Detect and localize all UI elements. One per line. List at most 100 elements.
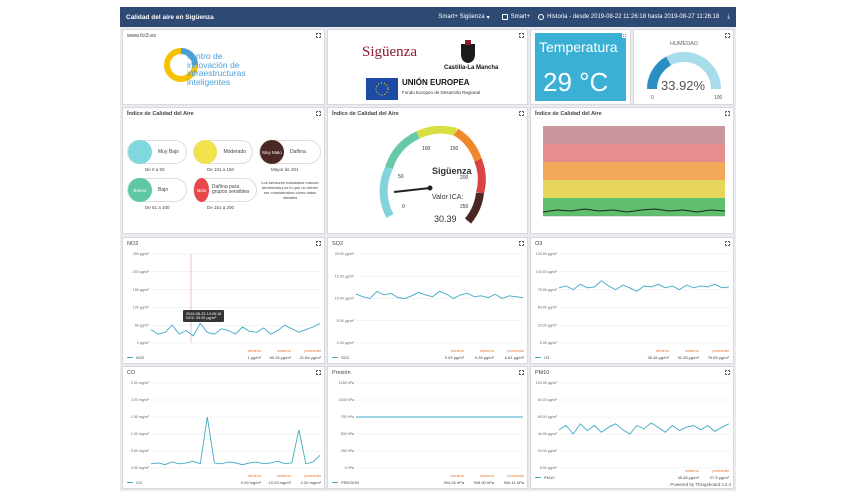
logo-line: inteligentes <box>187 76 231 87</box>
stat-header: mínimo <box>450 348 464 353</box>
chevron-down-icon: ▾ <box>486 14 490 21</box>
gauge-hub <box>427 185 433 191</box>
aqi-item-muy-malo: Muy Malo Dañina <box>259 140 321 164</box>
stat-max: 908.90 hPa <box>473 480 494 485</box>
y-tick-label: 1250 hPa <box>339 381 354 385</box>
history-range[interactable]: Historia - desde 2019-08-22 11:26:18 has… <box>538 14 719 20</box>
gauge-needle <box>393 187 431 193</box>
logo-line: innovación de <box>187 59 240 70</box>
aqi-gauge: 100 150 50 200 250 0 <box>379 125 486 224</box>
aqi-dot <box>194 140 218 164</box>
expand-icon[interactable] <box>316 370 321 375</box>
series-name: NO2 <box>136 355 145 360</box>
device-selector[interactable]: Smart+ Sigüenza ▾ <box>438 14 489 21</box>
y-tick-label: 10.00 µg/m³ <box>335 297 355 301</box>
y-tick-label: 0 µg/m³ <box>137 341 150 345</box>
sponsors-panel: Sigüenza Castilla-La Mancha UNIÓN EUROPE… <box>327 29 528 105</box>
ci3-logo-icon <box>164 48 198 82</box>
y-tick-label: 0.50 mg/m³ <box>131 449 150 453</box>
pm10-chart: 100.00 µg/m³ 80.00 µg/m³ 60.00 µg/m³ 40.00 … <box>536 381 730 470</box>
co-chart: 2.50 mg/m³ 2.00 mg/m³ 1.50 mg/m³ 1.00 mg/m³… <box>131 381 321 470</box>
y-tick-label: 1.00 mg/m³ <box>131 432 150 436</box>
no2-chart-panel: NO2 250 µg/m³ 200 µg/m³ 150 µg/m³ 100 µg/m³… <box>122 237 325 364</box>
so2-chart-panel: SO2 20.00 µg/m³ 15.00 µg/m³ 10.00 µg/m³ 5.0… <box>327 237 528 364</box>
o3-chart-panel: O3 125.00 µg/m³ 100.00 µg/m³ 75.00 µg/m³ 50… <box>530 237 734 364</box>
series-line <box>558 422 730 435</box>
aqi-label: Moderado <box>223 149 246 155</box>
aqi-item-bajo: Bueno Bajo <box>127 178 187 202</box>
aqi-item-moderado: Moderado <box>193 140 253 164</box>
series-line <box>355 290 524 300</box>
aqi-item-muy-bajo: Muy Bajo <box>127 140 187 164</box>
tooltip-date: 2019-08-23 14:26:18 <box>186 312 222 316</box>
aqi-label: Bajo <box>158 187 169 193</box>
so2-chart: 20.00 µg/m³ 15.00 µg/m³ 10.00 µg/m³ 5.00 µg… <box>335 252 524 345</box>
logo-line: centro de <box>187 51 223 61</box>
y-tick-label: 250 µg/m³ <box>133 252 150 256</box>
aqi-dot: Muy Malo <box>260 140 284 164</box>
stat-header: promedio <box>507 348 524 353</box>
expand-icon[interactable] <box>725 33 730 38</box>
y-tick-label: 60.00 µg/m³ <box>538 415 558 419</box>
stat-header: máximo <box>276 348 291 353</box>
expand-icon[interactable] <box>316 241 321 246</box>
logo-url: www.fci3.es <box>127 33 157 39</box>
expand-icon[interactable] <box>519 241 524 246</box>
expand-icon[interactable] <box>519 370 524 375</box>
download-icon[interactable]: ⤓ <box>727 13 730 20</box>
aqi-history-panel: Índice de Calidad del Aire <box>530 107 734 234</box>
series-line <box>150 416 321 466</box>
fund-label: Fondo Europeo de Desarrollo Regional <box>402 90 481 95</box>
expand-icon[interactable] <box>316 33 321 38</box>
gauge-tick: 200 <box>460 175 469 181</box>
gauge-tick: 150 <box>450 146 459 152</box>
stat-header: mínimo <box>450 473 464 478</box>
stat-max: 45.48 µg/m³ <box>677 475 699 480</box>
monitor-label: Smart+ <box>510 14 531 20</box>
history-label: Historia - desde 2019-08-22 11:26:18 has… <box>547 14 720 20</box>
expand-icon[interactable] <box>519 111 524 116</box>
y-tick-label: 200 µg/m³ <box>133 270 150 274</box>
stat-header: promedio <box>712 348 729 353</box>
aqi-label: Dañina para grupos sensibles <box>211 183 250 195</box>
expand-icon[interactable] <box>622 33 627 38</box>
temperature-panel: Temperatura 29 °C <box>530 29 631 105</box>
humidity-value: 33.92% <box>661 78 706 93</box>
series-name: PM10 <box>544 475 555 480</box>
stat-max: 91.28 µg/m³ <box>677 355 699 360</box>
y-tick-label: 0.00 µg/m³ <box>540 341 558 345</box>
top-bar: Calidad del aire en Sigüenza Smart+ Sigü… <box>120 7 736 27</box>
pm10-chart-panel: PM10 100.00 µg/m³ 80.00 µg/m³ 60.00 µg/m³ 4… <box>530 366 734 489</box>
series-swatch <box>332 481 338 483</box>
series-swatch <box>535 476 541 478</box>
footer-credit: Powered by Thingsboard v.2.4 <box>670 482 731 487</box>
y-tick-label: 2.00 mg/m³ <box>131 398 150 402</box>
stat-min: 5.03 µg/m³ <box>444 355 464 360</box>
gauge-tick: 100 <box>422 146 431 152</box>
expand-icon[interactable] <box>725 241 730 246</box>
series-name: PRESION <box>341 480 360 485</box>
stat-avg: 6.81 µg/m³ <box>504 355 524 360</box>
series-line <box>558 280 730 292</box>
no2-chart: 250 µg/m³ 200 µg/m³ 150 µg/m³ 100 µg/m³ 50 µ… <box>133 252 321 345</box>
stat-header: promedio <box>304 473 321 478</box>
expand-icon[interactable] <box>725 370 730 375</box>
y-tick-label: 80.00 µg/m³ <box>538 398 558 402</box>
gauge-tick: 250 <box>460 204 469 210</box>
y-tick-label: 40.00 µg/m³ <box>538 432 558 436</box>
y-tick-label: 100 µg/m³ <box>133 306 150 310</box>
expand-icon[interactable] <box>519 33 524 38</box>
aqi-item-malo: Malo Dañina para grupos sensibles <box>193 178 257 202</box>
expand-icon[interactable] <box>316 111 321 116</box>
tooltip-value: NO2: 33.00 µg/m³ <box>186 316 217 320</box>
expand-icon[interactable] <box>725 111 730 116</box>
monitor-link[interactable]: Smart+ <box>501 14 531 20</box>
stat-avg: 27.5 µg/m³ <box>709 475 729 480</box>
eu-label: UNIÓN EUROPEA <box>402 78 470 87</box>
series-name: SO2 <box>341 355 350 360</box>
series-name: O3 <box>544 355 550 360</box>
chart-legend: NO2 mínimo máximo promedio 1 µg/m³ 60.16… <box>127 348 321 360</box>
y-tick-label: 1.50 mg/m³ <box>131 415 150 419</box>
stat-header: mínimo <box>655 348 669 353</box>
y-tick-label: 0.00 mg/m³ <box>131 466 150 470</box>
